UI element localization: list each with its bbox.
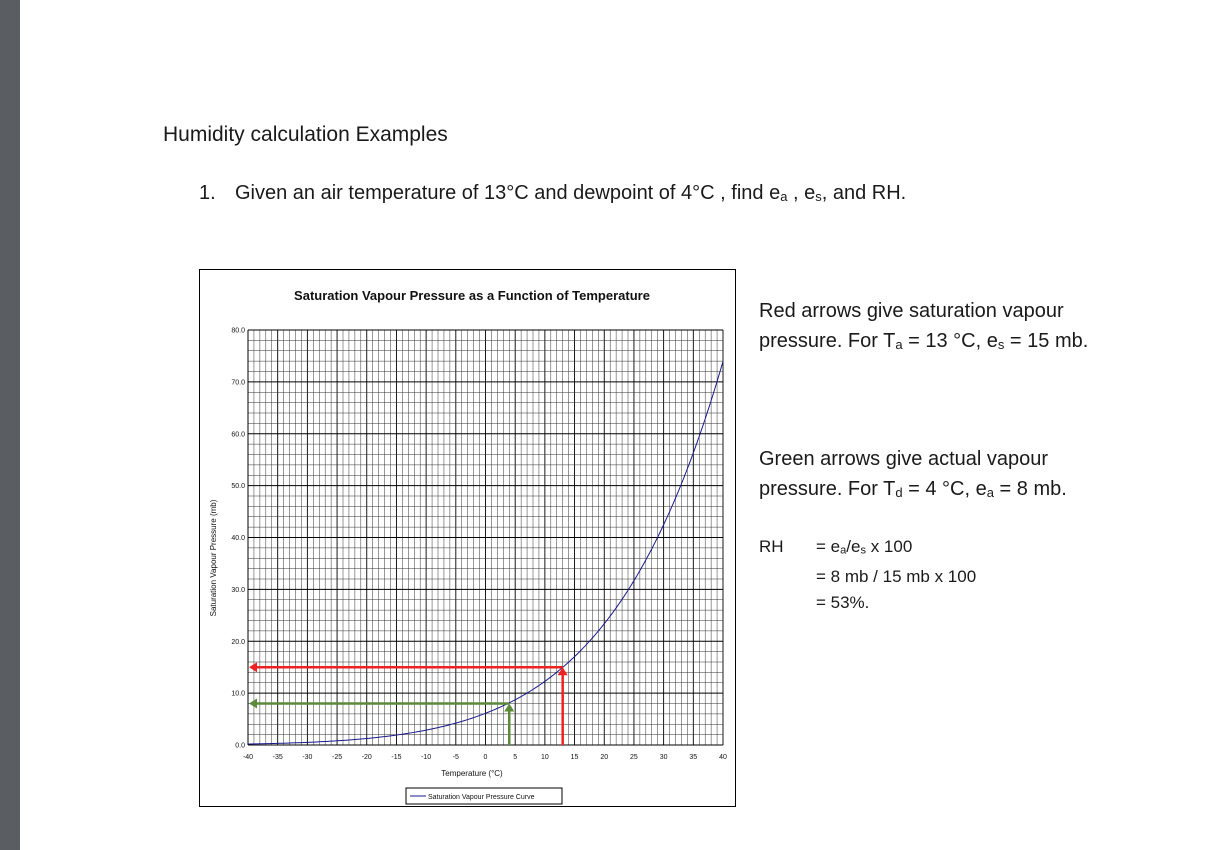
green-arrow-up-head <box>504 703 515 712</box>
green-arrow-note: Green arrows give actual vapour pressure… <box>759 448 1067 500</box>
x-tick-label: 40 <box>719 754 727 761</box>
left-window-rail <box>0 0 20 850</box>
question-1: 1. Given an air temperature of 13°C and d… <box>199 182 906 205</box>
x-tick-label: -5 <box>453 754 459 761</box>
x-tick-label: 0 <box>484 754 488 761</box>
y-tick-label: 40.0 <box>231 535 245 542</box>
chart-title: Saturation Vapour Pressure as a Function… <box>294 288 650 303</box>
chart-frame: Saturation Vapour Pressure as a Function… <box>199 269 736 807</box>
red-arrow-left-head <box>249 662 257 673</box>
x-tick-label: 10 <box>541 754 549 761</box>
y-tick-label: 0.0 <box>235 743 245 750</box>
x-tick-label: -25 <box>332 754 342 761</box>
svp-chart: Saturation Vapour Pressure as a Function… <box>209 288 727 805</box>
y-tick-label: 20.0 <box>231 639 245 646</box>
y-tick-label: 70.0 <box>231 379 245 386</box>
y-tick-label: 10.0 <box>231 691 245 698</box>
x-tick-label: 30 <box>660 754 668 761</box>
axis-layer <box>247 330 723 746</box>
red-arrow-up-head <box>557 667 568 676</box>
y-axis-label: Saturation Vapour Pressure (mb) <box>209 499 218 616</box>
rh-label: RH <box>759 537 784 556</box>
x-tick-label: 35 <box>689 754 697 761</box>
x-tick-label: 25 <box>630 754 638 761</box>
rh-step-3: = 53%. <box>816 592 870 612</box>
legend-entry: Saturation Vapour Pressure Curve <box>428 794 535 801</box>
x-tick-label: -20 <box>362 754 372 761</box>
x-axis-label: Temperature (°C) <box>441 769 503 778</box>
x-tick-label: -10 <box>421 754 431 761</box>
x-tick-label: 5 <box>513 754 517 761</box>
grid-layer <box>247 329 724 746</box>
rh-step-2: = 8 mb / 15 mb x 100 <box>816 566 977 586</box>
red-arrow-note: Red arrows give saturation vapour pressu… <box>759 300 1089 352</box>
legend: Saturation Vapour Pressure Curve <box>405 787 563 805</box>
x-tick-label: -30 <box>302 754 312 761</box>
tick-labels: -40 -35 -30 -25 -20 -15 -10 -5 0 5 10 15 20 25 30 35 40 0… <box>231 328 727 762</box>
svp-curve-line <box>247 361 724 745</box>
question-text: Given an air temperature of 13°C and dew… <box>235 182 907 204</box>
y-tick-label: 80.0 <box>231 328 245 335</box>
x-tick-label: -15 <box>391 754 401 761</box>
question-number: 1. <box>199 182 216 204</box>
x-tick-label: 20 <box>600 754 608 761</box>
x-tick-label: 15 <box>571 754 579 761</box>
y-tick-label: 30.0 <box>231 587 245 594</box>
x-tick-label: -35 <box>273 754 283 761</box>
y-tick-label: 60.0 <box>231 431 245 438</box>
arrow-layer <box>249 662 568 745</box>
rh-step-1: = ea/es x 100 <box>816 537 913 557</box>
legend-box <box>405 787 563 805</box>
y-tick-label: 50.0 <box>231 483 245 490</box>
x-tick-label: -40 <box>243 754 253 761</box>
rh-steps: = ea/es x 100 = 8 mb / 15 mb x 100 = 53%… <box>816 534 976 616</box>
green-arrow-left-head <box>249 698 257 709</box>
page-title: Humidity calculation Examples <box>163 123 448 146</box>
